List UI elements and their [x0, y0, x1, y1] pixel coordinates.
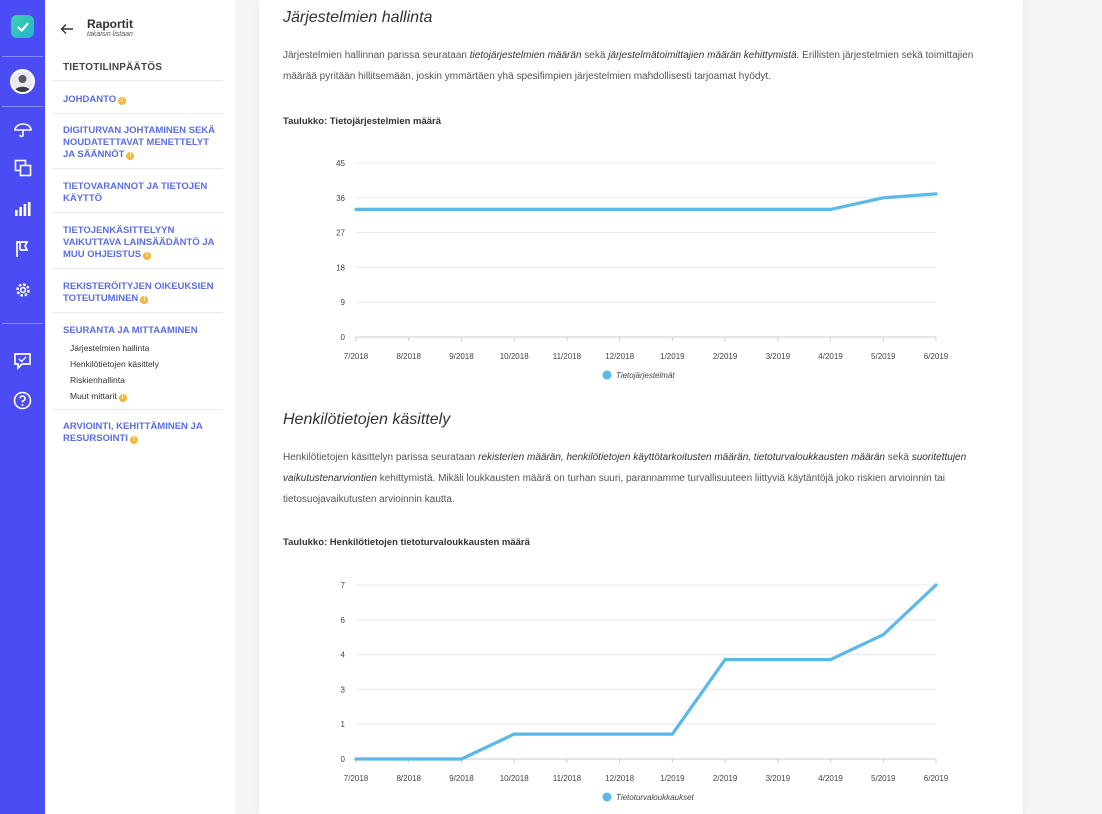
sidebar-section[interactable]: TIETOJENKÄSITTELYYN VAIKUTTAVA LAINSÄÄDÄ…: [63, 225, 215, 260]
sidebar-section[interactable]: TIETOVARANNOT JA TIETOJEN KÄYTTÖ: [63, 181, 208, 204]
rail-divider: [2, 106, 43, 107]
help-icon[interactable]: [11, 389, 34, 412]
back-to-list-link[interactable]: takaisin listaan: [87, 31, 133, 38]
y-tick-label: 3: [341, 685, 346, 694]
section-paragraph: Järjestelmien hallinnan parissa seurataa…: [283, 50, 974, 82]
info-icon: i: [143, 252, 152, 260]
x-tick-label: 8/2018: [396, 774, 421, 783]
report-heading: TIETOTILINPÄÄTÖS: [63, 62, 163, 73]
divider: [52, 113, 223, 114]
y-tick-label: 4: [341, 651, 346, 660]
report-sidebar: Raportit takaisin listaan TIETOTILINPÄÄT…: [45, 0, 235, 814]
y-tick-label: 9: [341, 298, 346, 307]
divider: [52, 312, 223, 313]
y-tick-label: 6: [341, 616, 346, 625]
y-tick-label: 0: [341, 755, 346, 764]
y-tick-label: 0: [341, 333, 346, 342]
flag-icon[interactable]: [11, 237, 34, 260]
legend-marker: [602, 370, 612, 380]
report-title: Raportit: [87, 17, 133, 31]
series-line: [354, 192, 938, 212]
info-icon: i: [140, 296, 149, 304]
legend-label: Tietoturvaloukkaukset: [616, 793, 695, 802]
sidebar-subitem[interactable]: Henkilötietojen käsittely: [70, 359, 159, 369]
avatar[interactable]: [10, 69, 35, 94]
x-tick-label: 9/2018: [449, 352, 474, 361]
feedback-icon[interactable]: [11, 349, 34, 372]
x-tick-label: 5/2019: [871, 352, 896, 361]
x-tick-label: 11/2018: [553, 352, 582, 361]
logo-check-icon[interactable]: [11, 15, 34, 38]
sidebar-section[interactable]: ARVIOINTI, KEHITTÄMINEN JA RESURSOINTI i: [63, 421, 203, 444]
line-chart: 45 36 27 18 9 0 7/2018 8/2018 9/2018 10/2018 11/20…: [336, 159, 949, 380]
x-tick-label: 12/2018: [605, 774, 634, 783]
bar-chart-icon[interactable]: [11, 197, 34, 220]
rail-divider: [2, 323, 43, 324]
x-tick-label: 1/2019: [660, 774, 685, 783]
table-caption: Taulukko: Henkilötietojen tietoturvalouk…: [283, 537, 530, 548]
icon-rail: [0, 0, 45, 814]
x-tick-label: 3/2019: [766, 352, 791, 361]
x-tick-label: 4/2019: [818, 352, 843, 361]
back-arrow-icon[interactable]: [60, 22, 74, 34]
sidebar-section[interactable]: REKISTERÖITYJEN OIKEUKSIEN TOTEUTUMINEN i: [63, 281, 214, 304]
x-tick-label: 6/2019: [924, 774, 949, 783]
x-tick-label: 11/2018: [553, 774, 582, 783]
info-icon: i: [129, 436, 138, 444]
line-chart: 7 6 4 3 1 0 7/2018 8/2018 9/2018 10/2018 11/2018 12…: [341, 581, 949, 802]
legend-marker: [602, 792, 612, 802]
divider: [52, 212, 223, 213]
x-tick-label: 10/2018: [500, 774, 529, 783]
x-tick-label: 5/2019: [871, 774, 896, 783]
sidebar-subitem[interactable]: Riskienhallinta: [70, 375, 125, 385]
x-tick-label: 2/2019: [713, 352, 738, 361]
x-tick-label: 6/2019: [924, 352, 949, 361]
divider: [52, 80, 223, 81]
info-icon: i: [126, 152, 135, 160]
series-line: [354, 583, 938, 761]
x-tick-label: 2/2019: [713, 774, 738, 783]
y-tick-label: 18: [336, 263, 345, 272]
x-tick-label: 9/2018: [449, 774, 474, 783]
divider: [52, 409, 223, 410]
y-tick-label: 1: [341, 720, 346, 729]
section-heading: Henkilötietojen käsittely: [283, 411, 451, 428]
x-tick-label: 7/2018: [344, 774, 369, 783]
info-icon: i: [118, 97, 127, 105]
x-tick-label: 1/2019: [660, 352, 685, 361]
x-tick-label: 12/2018: [605, 352, 634, 361]
info-icon: i: [118, 394, 127, 402]
table-caption: Taulukko: Tietojärjestelmien määrä: [283, 116, 442, 127]
section-heading: Järjestelmien hallinta: [283, 9, 433, 26]
y-tick-label: 27: [336, 229, 345, 238]
rail-divider: [2, 56, 43, 57]
section-paragraph: Henkilötietojen käsittelyn parissa seura…: [283, 452, 967, 505]
gear-icon[interactable]: [11, 278, 34, 301]
x-tick-label: 4/2019: [818, 774, 843, 783]
x-tick-label: 3/2019: [766, 774, 791, 783]
umbrella-icon[interactable]: [11, 118, 34, 141]
sidebar-section[interactable]: DIGITURVAN JOHTAMINEN SEKÄ NOUDATETTAVAT…: [63, 125, 216, 160]
divider: [52, 268, 223, 269]
y-tick-label: 45: [336, 159, 345, 168]
report-content: Järjestelmien hallinta Järjestelmien hal…: [259, 0, 1023, 814]
sidebar-subitem[interactable]: Muut mittarit i: [70, 391, 127, 402]
sidebar-section-active[interactable]: SEURANTA JA MITTAAMINEN: [63, 325, 198, 336]
divider: [52, 168, 223, 169]
sidebar-section[interactable]: JOHDANTO i: [63, 94, 223, 106]
documents-icon[interactable]: [11, 156, 34, 179]
x-tick-label: 8/2018: [396, 352, 421, 361]
x-tick-label: 10/2018: [500, 352, 529, 361]
sidebar-subitem[interactable]: Järjestelmien hallinta: [70, 343, 150, 353]
x-tick-label: 7/2018: [344, 352, 369, 361]
y-tick-label: 36: [336, 194, 345, 203]
y-tick-label: 7: [341, 581, 346, 590]
legend-label: Tietojärjestelmät: [616, 371, 675, 380]
